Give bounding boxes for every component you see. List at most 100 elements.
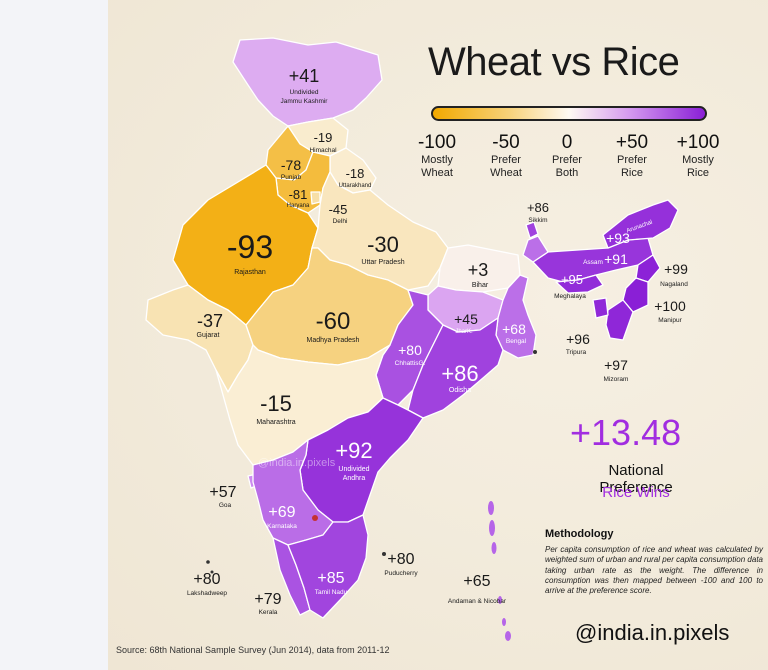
name-andhra-2: Andhra [343,475,366,482]
name-himachal: Himachal [309,147,337,154]
island-lakshadweep-1 [206,560,210,564]
color-scale-bar [431,106,707,121]
scale-item-prefer-rice: +50 Prefer Rice [594,132,670,180]
name-punjab: Punjab [281,174,302,181]
name-mizoram: Mizoram [604,376,629,383]
scale-value: +50 [615,132,649,153]
scale-label-2: Wheat [421,167,453,179]
name-jharkhand: JharK. [455,329,473,335]
scale-label-1: Mostly [421,154,453,166]
name-assam: Assam [583,259,603,266]
name-andhra-1: Undivided [338,466,369,473]
island-andaman-1 [488,501,494,515]
score-maharashtra: -15 [260,391,292,416]
marker-puducherry [382,552,386,556]
island-andaman-3 [491,542,497,554]
region-tripura [592,297,609,319]
region-arunachal [602,199,679,249]
region-meghalaya [555,274,604,294]
name-bihar: Bihar [472,282,489,289]
score-tripura: +96 [566,331,590,347]
region-jammu-kashmir [232,37,383,127]
score-bihar: +3 [468,260,489,280]
score-uttar-pradesh: -30 [367,232,399,257]
name-jammu-kashmir-2: Jammu Kashmir [281,98,329,105]
name-kerala: Kerala [259,609,278,616]
score-haryana: -81 [289,187,308,202]
score-jharkhand: +45 [454,311,478,327]
region-sikkim [525,221,539,239]
score-lakshadweep: +80 [193,571,220,588]
scale-label-2: Wheat [490,167,522,179]
island-nicobar-3 [505,631,511,641]
score-chhattisgarh: +80 [398,342,422,358]
name-tripura: Tripura [566,349,587,356]
score-mizoram: +97 [604,357,628,373]
scale-value: -100 [417,132,457,153]
island-nicobar-1 [498,596,502,604]
name-delhi: Delhi [333,218,348,225]
score-jammu-kashmir: +41 [289,66,320,86]
island-andaman-2 [489,520,495,536]
name-uttarakhand: Uttarakhand [339,183,372,189]
region-delhi [310,191,321,205]
national-verdict: Rice Wins [602,484,670,501]
name-goa: Goa [219,502,232,509]
name-puducherry: Puducherry [384,570,418,577]
methodology-title: Methodology [545,528,614,540]
score-andhra: +92 [335,438,372,463]
score-meghalaya: +95 [561,272,583,287]
region-mizoram [605,299,634,341]
score-madhya-pradesh: -60 [316,308,351,335]
score-himachal: -19 [314,130,333,145]
name-tamil-nadu: Tamil Nadu [315,589,348,596]
score-assam: +91 [604,251,628,267]
score-rajasthan: -93 [227,229,273,265]
scale-value: +100 [676,132,720,153]
source-note: Source: 68th National Sample Survey (Jun… [116,645,390,655]
scale-item-prefer-wheat: -50 Prefer Wheat [468,132,544,180]
methodology-text: Per capita consumption of rice and wheat… [545,545,763,596]
name-karnataka: Karnataka [267,523,297,530]
name-nagaland: Nagaland [660,281,688,288]
region-tamil-nadu [287,514,369,619]
national-score: +13.48 [570,412,682,453]
name-meghalaya: Meghalaya [554,293,586,300]
name-madhya-pradesh: Madhya Pradesh [307,337,360,344]
score-labels: +41 Undivided Jammu Kashmir -19 Himachal… [187,66,688,616]
region-nagaland [635,254,661,283]
scale-label-2: Both [555,167,579,179]
name-rajasthan: Rajasthan [234,269,266,276]
name-chhattisgarh: ChhattisG. [395,360,426,367]
score-uttarakhand: -18 [346,166,365,181]
map-title: Wheat vs Rice [428,40,680,84]
scale-value: 0 [561,132,573,153]
scale-label-1: Prefer [552,154,582,166]
score-kerala: +79 [254,591,281,608]
score-arunachal: +93 [606,230,630,246]
name-lakshadweep: Lakshadweep [187,590,227,597]
score-goa: +57 [209,484,236,501]
name-gujarat: Gujarat [197,332,220,339]
score-tamil-nadu: +85 [317,570,344,587]
score-puducherry: +80 [387,551,414,568]
name-jammu-kashmir-1: Undivided [290,89,319,96]
name-maharashtra: Maharashtra [256,419,295,426]
scale-item-mostly-rice: +100 Mostly Rice [660,132,736,180]
scale-value: -50 [492,132,520,153]
scale-label-2: Rice [686,167,709,179]
score-andaman: +65 [463,573,490,590]
scale-label-1: Prefer [617,154,647,166]
india-map: @india.in.pixels +41 Undivided Jammu Kas… [145,37,688,641]
score-gujarat: -37 [197,311,223,331]
watermark: @india.in.pixels [258,457,336,469]
name-bengal: Bengal [506,338,527,345]
national-label: National Preference [599,462,673,496]
name-haryana: Haryana [287,203,310,209]
name-odisha: Odisha [449,387,471,394]
marker-bengal-coast [533,350,537,354]
name-sikkim: Sikkim [528,217,547,224]
map-canvas: @india.in.pixels +41 Undivided Jammu Kas… [108,0,768,670]
name-uttar-pradesh: Uttar Pradesh [361,259,404,266]
name-manipur: Manipur [658,317,682,324]
